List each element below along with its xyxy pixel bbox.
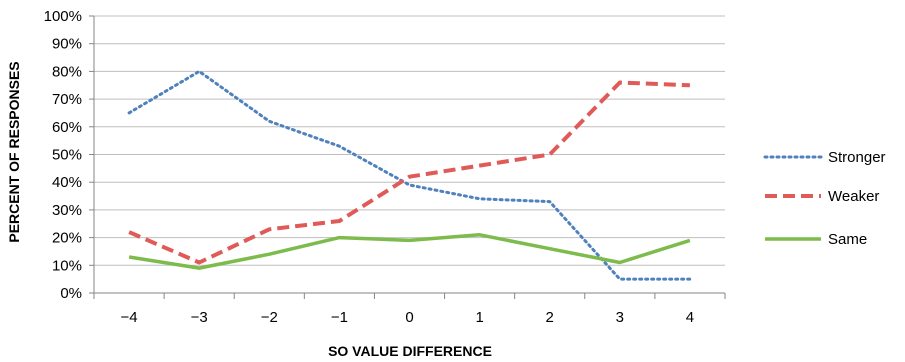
x-tick-label: −1 [331, 309, 348, 326]
gridlines [94, 15, 725, 266]
series-line-weaker [128, 80, 690, 265]
x-tick-label: 4 [686, 309, 694, 326]
axes [89, 15, 726, 299]
y-tick-label: 80% [52, 63, 82, 80]
legend-label-same: Same [828, 231, 867, 248]
y-tick-label: 70% [52, 91, 82, 108]
y-tick-label: 50% [52, 147, 82, 164]
y-tick-label: 40% [52, 174, 82, 191]
y-tick-label: 30% [52, 202, 82, 219]
y-tick-label: 10% [52, 257, 82, 274]
x-tick-label: −3 [191, 309, 208, 326]
series-lines [127, 69, 692, 281]
x-tick-label: 0 [405, 309, 413, 326]
x-tick-labels: −4 −3 −2 −1 0 1 2 3 4 [121, 309, 695, 326]
y-axis-title: PERCENT OF RESPONSES [6, 61, 22, 242]
series-line-stronger [127, 69, 692, 281]
y-tick-label: 20% [52, 230, 82, 247]
x-tick-label: 2 [546, 309, 554, 326]
x-axis-title: SO VALUE DIFFERENCE [328, 343, 492, 359]
legend-label-weaker: Weaker [828, 188, 879, 205]
series-line-same [128, 233, 691, 270]
legend: Stronger Weaker Same [763, 149, 886, 248]
x-tick-label: 3 [616, 309, 624, 326]
y-tick-label: 90% [52, 36, 82, 53]
y-tick-labels: 0% 10% 20% 30% 40% 50% 60% 70% 80% 90% 100% [44, 8, 82, 302]
x-tick-label: −4 [121, 309, 138, 326]
y-tick-label: 0% [60, 285, 82, 302]
y-tick-label: 60% [52, 119, 82, 136]
legend-label-stronger: Stronger [828, 149, 886, 166]
x-tick-label: −2 [261, 309, 278, 326]
x-tick-label: 1 [475, 309, 483, 326]
y-tick-label: 100% [44, 8, 82, 25]
